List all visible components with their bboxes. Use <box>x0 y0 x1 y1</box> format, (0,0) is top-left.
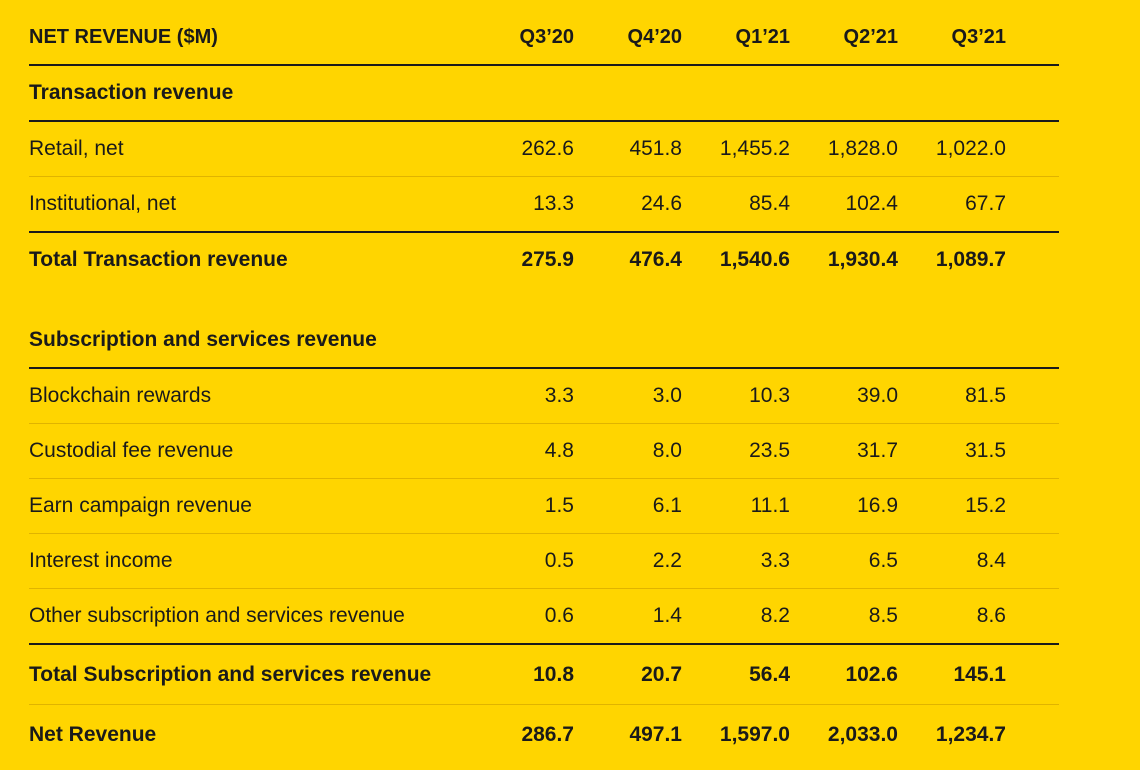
section-heading-transaction: Transaction revenue <box>29 66 1059 122</box>
table-row: Earn campaign revenue 1.5 6.1 11.1 16.9 … <box>29 479 1059 534</box>
cell-value: 145.1 <box>953 662 1006 686</box>
cell-value: 10.8 <box>533 662 574 686</box>
cell-value: 275.9 <box>521 248 574 271</box>
column-header: Q1’21 <box>735 25 790 48</box>
cell-value: 56.4 <box>749 662 790 686</box>
cell-value: 1,828.0 <box>827 137 898 160</box>
net-revenue-row: Net Revenue 286.7 497.1 1,597.0 2,033.0 … <box>29 705 1059 764</box>
cell-value: 2,033.0 <box>827 722 898 746</box>
table-row: Other subscription and services revenue … <box>29 589 1059 645</box>
row-label: Net Revenue <box>29 722 157 746</box>
cell-value: 39.0 <box>857 384 898 407</box>
cell-value: 1.4 <box>652 604 682 627</box>
cell-value: 1.5 <box>544 494 574 517</box>
row-label: Other subscription and services revenue <box>29 604 405 627</box>
cell-value: 1,540.6 <box>719 248 790 271</box>
cell-value: 8.2 <box>760 604 790 627</box>
row-label: Total Transaction revenue <box>29 248 288 271</box>
cell-value: 262.6 <box>521 137 574 160</box>
table-row: Blockchain rewards 3.3 3.0 10.3 39.0 81.… <box>29 369 1059 424</box>
section-spacer <box>29 287 1059 313</box>
table-title: NET REVENUE ($M) <box>29 25 218 48</box>
section-title: Transaction revenue <box>29 81 234 104</box>
section-title: Subscription and services revenue <box>29 328 377 351</box>
table-row: Institutional, net 13.3 24.6 85.4 102.4 … <box>29 177 1059 233</box>
row-label: Custodial fee revenue <box>29 439 234 462</box>
cell-value: 24.6 <box>641 192 682 215</box>
cell-value: 476.4 <box>629 248 682 271</box>
cell-value: 497.1 <box>629 722 682 746</box>
cell-value: 15.2 <box>965 494 1006 517</box>
cell-value: 8.4 <box>976 549 1006 572</box>
row-label: Institutional, net <box>29 192 177 215</box>
table-row: Retail, net 262.6 451.8 1,455.2 1,828.0 … <box>29 122 1059 177</box>
row-label: Interest income <box>29 549 173 572</box>
table-header: NET REVENUE ($M) Q3’20 Q4’20 Q1’21 Q2’21… <box>29 10 1059 66</box>
cell-value: 10.3 <box>749 384 790 407</box>
net-revenue-table: NET REVENUE ($M) Q3’20 Q4’20 Q1’21 Q2’21… <box>29 10 1059 764</box>
cell-value: 6.1 <box>652 494 682 517</box>
column-header: Q3’20 <box>519 25 574 48</box>
cell-value: 3.3 <box>544 384 574 407</box>
row-label: Retail, net <box>29 137 124 160</box>
cell-value: 3.0 <box>652 384 682 407</box>
cell-value: 85.4 <box>749 192 790 215</box>
table-row: Interest income 0.5 2.2 3.3 6.5 8.4 <box>29 534 1059 589</box>
row-label: Total Subscription and services revenue <box>29 662 432 686</box>
cell-value: 1,089.7 <box>935 248 1006 271</box>
cell-value: 8.5 <box>868 604 898 627</box>
cell-value: 8.0 <box>652 439 682 462</box>
cell-value: 102.4 <box>845 192 898 215</box>
total-row-subscription: Total Subscription and services revenue … <box>29 645 1059 705</box>
cell-value: 102.6 <box>845 662 898 686</box>
total-row-transaction: Total Transaction revenue 275.9 476.4 1,… <box>29 233 1059 287</box>
cell-value: 8.6 <box>976 604 1006 627</box>
cell-value: 0.6 <box>544 604 574 627</box>
cell-value: 31.5 <box>965 439 1006 462</box>
cell-value: 1,597.0 <box>719 722 790 746</box>
column-header: Q2’21 <box>843 25 898 48</box>
cell-value: 6.5 <box>868 549 898 572</box>
column-header: Q4’20 <box>627 25 682 48</box>
cell-value: 0.5 <box>544 549 574 572</box>
section-heading-subscription: Subscription and services revenue <box>29 313 1059 369</box>
row-label: Blockchain rewards <box>29 384 212 407</box>
table-row: Custodial fee revenue 4.8 8.0 23.5 31.7 … <box>29 424 1059 479</box>
cell-value: 1,234.7 <box>935 722 1006 746</box>
cell-value: 1,455.2 <box>719 137 790 160</box>
cell-value: 23.5 <box>749 439 790 462</box>
column-header: Q3’21 <box>951 25 1006 48</box>
cell-value: 81.5 <box>965 384 1006 407</box>
cell-value: 13.3 <box>533 192 574 215</box>
cell-value: 11.1 <box>750 494 790 517</box>
cell-value: 1,022.0 <box>935 137 1006 160</box>
cell-value: 67.7 <box>965 192 1006 215</box>
cell-value: 31.7 <box>857 439 898 462</box>
cell-value: 1,930.4 <box>827 248 898 271</box>
cell-value: 2.2 <box>652 549 682 572</box>
cell-value: 20.7 <box>641 662 682 686</box>
cell-value: 3.3 <box>760 549 790 572</box>
cell-value: 4.8 <box>544 439 574 462</box>
cell-value: 16.9 <box>857 494 898 517</box>
cell-value: 286.7 <box>521 722 574 746</box>
row-label: Earn campaign revenue <box>29 494 252 517</box>
cell-value: 451.8 <box>629 137 682 160</box>
